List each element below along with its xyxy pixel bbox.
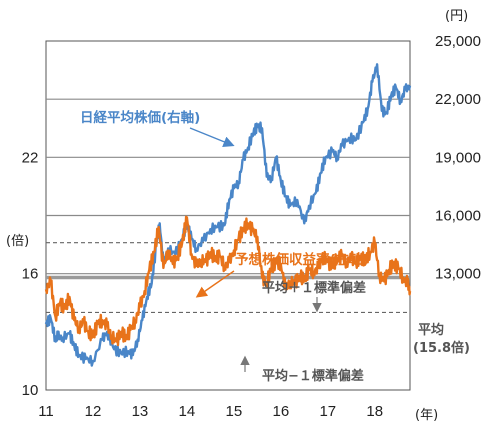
reference-lines: [46, 242, 410, 313]
nikkei-label-arrow: [189, 127, 235, 148]
series-line-pe-ratio: [44, 215, 412, 347]
y-right-tick-labels: 13,000 16,000 19,000 22,000 25,000: [435, 33, 481, 283]
x-tick-label: 12: [85, 403, 102, 420]
x-tick-label: 17: [319, 403, 336, 420]
y-right-tick-label: 25,000: [435, 33, 481, 50]
pe-series-label: 予想株価収益率(左軸): [235, 251, 369, 268]
x-tick-label: 11: [38, 403, 54, 420]
y-right-tick-label: 16,000: [435, 208, 481, 225]
x-axis-unit: (年): [415, 408, 438, 423]
x-tick-label: 16: [272, 403, 289, 420]
x-tick-label: 13: [132, 403, 149, 420]
pe-label-arrow: [195, 270, 235, 298]
nikkei-series-label: 日経平均株価(右軸): [80, 109, 200, 126]
x-tick-labels: 11 12 13 14 15 16 17 18: [38, 403, 383, 420]
y-left-tick-label: 10: [22, 382, 39, 399]
y-left-unit: (倍): [6, 234, 29, 249]
y-right-tick-label: 22,000: [435, 91, 481, 108]
x-tick-label: 15: [226, 403, 243, 420]
y-left-tick-label: 22: [22, 149, 39, 166]
x-tick-label: 14: [179, 403, 196, 420]
y-left-tick-labels: 10 16 22: [22, 149, 39, 399]
y-right-tick-label: 13,000: [435, 266, 481, 283]
y-left-tick-label: 16: [22, 266, 39, 283]
series-layer: [44, 63, 412, 367]
x-tick-label: 18: [366, 403, 383, 420]
y-right-unit: (円): [445, 9, 468, 24]
mean-label: 平均: [418, 322, 444, 338]
upper-band-label: 平均＋１標準偏差: [262, 280, 366, 296]
lower-band-label: 平均−１標準偏差: [262, 368, 364, 384]
y-right-tick-label: 19,000: [435, 149, 481, 166]
mean-value-label: (15.8倍): [413, 340, 470, 356]
